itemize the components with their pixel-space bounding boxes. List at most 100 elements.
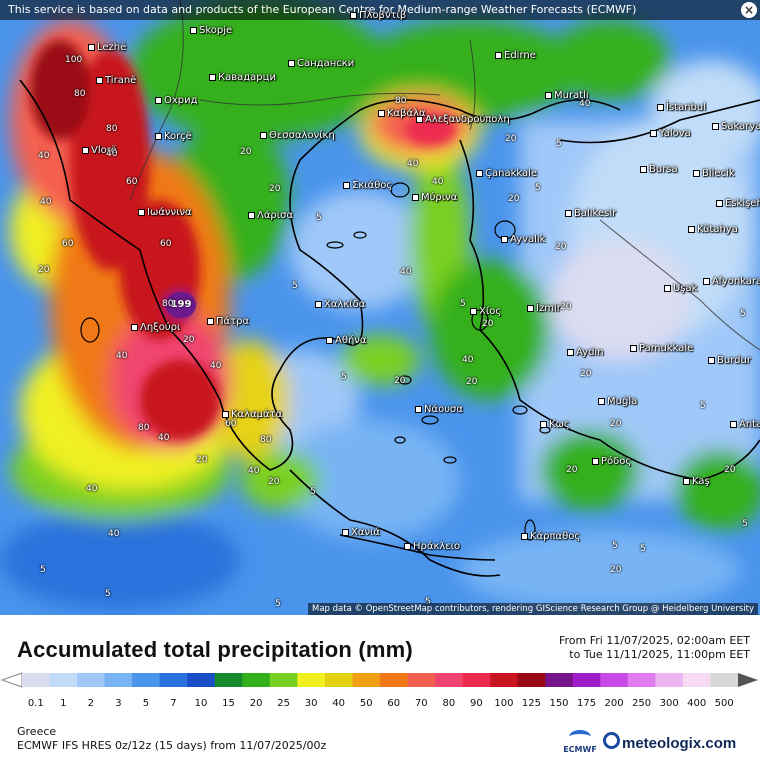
legend-swatch (187, 673, 216, 687)
place-label[interactable]: Κάρπαθος (521, 531, 580, 542)
city-marker-icon (630, 344, 637, 352)
city-marker-icon (730, 420, 737, 428)
place-label[interactable]: Νάουσα (415, 404, 463, 415)
place-name: Uşak (673, 283, 698, 294)
place-label[interactable]: Tiranë (96, 75, 136, 86)
max-value-marker[interactable]: 199 (166, 292, 196, 318)
legend-tick-label: 175 (577, 698, 596, 709)
contour-value: 20 (240, 147, 252, 157)
place-name: Lezhë (97, 42, 127, 53)
place-label[interactable]: Kaş (683, 476, 710, 487)
contour-value: 40 (462, 355, 474, 365)
place-label[interactable]: İzmir (527, 303, 561, 314)
place-label[interactable]: Αθήνα (326, 335, 366, 346)
place-label[interactable]: Λάρισα (248, 210, 293, 221)
contour-value: 5 (425, 597, 431, 607)
place-label[interactable]: Сандански (288, 58, 354, 69)
place-label[interactable]: Çanakkale (476, 168, 537, 179)
place-label[interactable]: Μύρινα (412, 192, 457, 203)
city-marker-icon (343, 181, 350, 189)
city-marker-icon (288, 59, 295, 67)
city-marker-icon (378, 109, 385, 117)
place-name: Skopje (199, 25, 233, 36)
place-name: Ληξούρι (140, 322, 181, 333)
place-label[interactable]: Burdur (708, 355, 751, 366)
precipitation-map[interactable]: This service is based on data and produc… (0, 0, 760, 615)
place-label[interactable]: Eskişehir (716, 198, 760, 209)
city-marker-icon (131, 323, 138, 331)
place-name: Χίος (479, 306, 502, 317)
place-name: Ayvalık (510, 234, 546, 245)
place-label[interactable]: Ρόδος (592, 456, 631, 467)
place-label[interactable]: Охрид (155, 95, 198, 106)
place-label[interactable]: Πάτρα (207, 316, 249, 327)
place-label[interactable]: Καβάλα (378, 108, 426, 119)
city-marker-icon (82, 146, 89, 154)
city-marker-icon (703, 277, 710, 285)
contour-value: 20 (555, 242, 567, 252)
place-label[interactable]: Πλοβντίβ (350, 10, 406, 21)
place-name: Aydın (576, 347, 604, 358)
close-notice-button[interactable]: × (741, 2, 757, 18)
place-label[interactable]: Balıkesir (565, 208, 616, 219)
place-name: Eskişehir (725, 198, 760, 209)
place-label[interactable]: Yalova (650, 128, 691, 139)
legend-swatch (490, 673, 519, 687)
place-label[interactable]: Σκιάθος (343, 180, 392, 191)
contour-value: 5 (275, 599, 281, 609)
city-marker-icon (416, 115, 423, 123)
place-label[interactable]: Vlorë (82, 145, 117, 156)
city-marker-icon (567, 348, 574, 356)
place-label[interactable]: Bursa (640, 164, 678, 175)
place-label[interactable]: Sakarya (712, 121, 760, 132)
place-label[interactable]: Muğla (598, 396, 637, 407)
islands (80, 182, 551, 541)
place-label[interactable]: Pamukkale (630, 343, 693, 354)
place-label[interactable]: Lezhë (88, 42, 126, 53)
place-label[interactable]: Ληξούρι (131, 322, 180, 333)
place-label[interactable]: Ηράκλειο (404, 541, 460, 552)
place-label[interactable]: Χανιά (342, 527, 380, 538)
contour-value: 5 (40, 565, 46, 575)
place-label[interactable]: Aydın (567, 347, 604, 358)
contour-value: 5 (556, 139, 562, 149)
place-label[interactable]: Afyonkarahisar (703, 276, 760, 287)
contour-value: 20 (505, 134, 517, 144)
city-marker-icon (155, 96, 162, 104)
place-name: Vlorë (91, 145, 117, 156)
place-label[interactable]: Uşak (664, 283, 697, 294)
city-marker-icon (350, 11, 357, 19)
place-label[interactable]: Bilecik (693, 168, 735, 179)
legend-tick-label: 30 (305, 698, 318, 709)
place-label[interactable]: Ayvalık (501, 234, 545, 245)
legend-tick-label: 90 (470, 698, 483, 709)
legend-swatch (269, 673, 298, 687)
place-name: Pamukkale (639, 343, 694, 354)
place-label[interactable]: Αλεξανδρούπολη (416, 114, 510, 125)
place-label[interactable]: Korçë (155, 131, 192, 142)
place-label[interactable]: Antalya (730, 419, 760, 430)
coastlines (19, 79, 760, 577)
place-label[interactable]: Skopje (190, 25, 232, 36)
city-marker-icon (545, 91, 552, 99)
place-label[interactable]: Κως (540, 419, 570, 430)
place-label[interactable]: Χίος (470, 306, 501, 317)
place-label[interactable]: Edirne (495, 50, 536, 61)
contour-value: 20 (508, 194, 520, 204)
city-marker-icon (315, 300, 322, 308)
place-name: İzmir (536, 303, 561, 314)
place-label[interactable]: Кавадарци (209, 72, 276, 83)
meteologix-logo[interactable]: meteologix.com (603, 732, 736, 752)
place-label[interactable]: Θεσσαλονίκη (260, 130, 335, 141)
place-label[interactable]: Muratlı (545, 90, 589, 101)
place-label[interactable]: Χαλκίδα (315, 299, 365, 310)
place-label[interactable]: Καλαμάτα (222, 409, 282, 420)
branding[interactable]: ECMWF meteologix.com (563, 728, 758, 758)
place-label[interactable]: İstanbul (657, 102, 706, 113)
place-label[interactable]: Ιωάννινα (138, 207, 192, 218)
city-marker-icon (470, 307, 477, 315)
place-label[interactable]: Kütahya (688, 224, 738, 235)
city-marker-icon (592, 457, 599, 465)
legend-swatch (380, 673, 409, 687)
place-name: Muratlı (554, 90, 589, 101)
